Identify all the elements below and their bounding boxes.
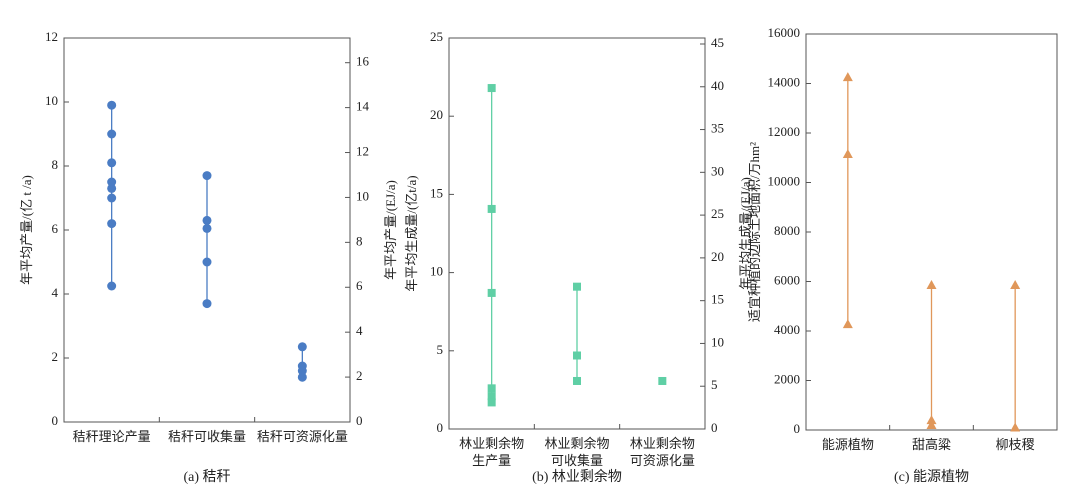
x-tick-label: 可资源化量 xyxy=(630,453,695,468)
y-tick-label: 0 xyxy=(794,421,801,436)
point xyxy=(487,392,496,401)
point xyxy=(926,279,937,289)
point xyxy=(926,420,937,430)
point xyxy=(487,288,496,297)
point xyxy=(107,158,117,168)
y2-tick-label: 12 xyxy=(356,144,369,159)
y2-tick-label: 0 xyxy=(356,413,363,428)
y-tick-label: 6 xyxy=(52,221,59,236)
y2-tick-label: 4 xyxy=(356,323,363,338)
y-tick-label: 4 xyxy=(52,285,59,300)
point xyxy=(1010,279,1021,289)
point xyxy=(573,376,581,385)
y-tick-label: 0 xyxy=(52,413,59,428)
y-tick-label: 16000 xyxy=(768,25,801,40)
y-tick-label: 5 xyxy=(437,342,444,357)
y-tick-label: 10 xyxy=(430,264,443,279)
x-tick-label: 柳枝稷 xyxy=(996,437,1035,452)
x-tick-label: 林业剩余物 xyxy=(630,436,695,451)
point xyxy=(573,351,581,360)
y-tick-label: 6000 xyxy=(774,272,800,287)
y2-tick-label: 16 xyxy=(356,54,370,69)
point xyxy=(487,384,496,393)
y2-tick-label: 6 xyxy=(356,278,363,293)
caption: (b) 林业剩余物 xyxy=(532,468,622,485)
y2-tick-label: 35 xyxy=(711,121,724,136)
y2-axis-label: 年平均产量/(EJ/a) xyxy=(383,180,398,280)
y2-tick-label: 25 xyxy=(711,206,724,221)
point xyxy=(926,415,937,425)
y-tick-label: 2 xyxy=(52,349,59,364)
y2-tick-label: 8 xyxy=(356,233,363,248)
y2-tick-label: 15 xyxy=(711,292,724,307)
point xyxy=(487,398,496,407)
y2-tick-label: 14 xyxy=(356,99,370,114)
y2-tick-label: 30 xyxy=(711,163,724,178)
y2-tick-label: 45 xyxy=(711,35,724,50)
y-tick-label: 15 xyxy=(430,185,443,200)
y2-tick-label: 40 xyxy=(711,78,724,93)
point xyxy=(1010,422,1021,432)
y-tick-label: 20 xyxy=(430,107,443,122)
point xyxy=(107,193,117,203)
y2-tick-label: 2 xyxy=(356,368,363,383)
y-tick-label: 12 xyxy=(45,29,58,44)
y2-tick-label: 10 xyxy=(356,188,369,203)
y-tick-label: 0 xyxy=(437,420,444,435)
point xyxy=(297,372,307,382)
y-axis-label: 年平均产量/(亿 t /a) xyxy=(19,175,34,285)
x-tick-label: 秸秆可收集量 xyxy=(168,429,246,444)
point xyxy=(573,282,581,291)
y-axis-label: 年平均生成量/(亿t/a) xyxy=(404,175,419,291)
caption: (c) 能源植物 xyxy=(894,469,969,485)
y-tick-label: 4000 xyxy=(774,322,800,337)
x-tick-label: 甜高粱 xyxy=(912,437,951,452)
point xyxy=(107,100,117,110)
point xyxy=(202,257,212,267)
x-tick-label: 秸秆可资源化量 xyxy=(257,429,348,444)
point xyxy=(842,149,853,159)
point xyxy=(297,342,307,352)
point xyxy=(107,219,117,229)
plot-frame xyxy=(448,37,706,430)
y-axis-label: 适宜种植的边际土地面积/万hm² xyxy=(747,142,762,322)
y2-tick-label: 20 xyxy=(711,249,724,264)
point xyxy=(107,183,117,193)
point xyxy=(202,223,212,233)
point xyxy=(658,376,667,385)
x-tick-label: 生产量 xyxy=(472,453,511,468)
y-tick-label: 25 xyxy=(430,29,443,44)
y-tick-label: 10 xyxy=(45,93,58,108)
point xyxy=(297,366,307,376)
point xyxy=(842,72,853,82)
y2-axis-label: 年平均生成量/(EJ/a) xyxy=(738,177,753,290)
y2-tick-label: 10 xyxy=(711,334,724,349)
caption: (a) 秸秆 xyxy=(183,469,230,485)
y-tick-label: 8000 xyxy=(774,223,800,238)
y2-tick-label: 0 xyxy=(711,420,718,435)
point xyxy=(202,299,212,309)
point xyxy=(107,129,117,139)
y-tick-label: 2000 xyxy=(774,371,800,386)
y-tick-label: 8 xyxy=(52,157,59,172)
point xyxy=(107,281,117,291)
y-tick-label: 12000 xyxy=(768,124,801,139)
y-tick-label: 10000 xyxy=(768,173,801,188)
y2-tick-label: 5 xyxy=(711,377,718,392)
x-tick-label: 林业剩余物 xyxy=(544,436,609,451)
y-tick-label: 14000 xyxy=(768,74,801,89)
point xyxy=(202,171,212,181)
x-tick-label: 能源植物 xyxy=(822,437,874,452)
x-tick-label: 可收集量 xyxy=(551,453,603,468)
point xyxy=(842,319,853,329)
x-tick-label: 林业剩余物 xyxy=(459,436,524,451)
point xyxy=(107,177,117,187)
point xyxy=(487,204,496,213)
x-tick-label: 秸秆理论产量 xyxy=(73,429,151,444)
point xyxy=(487,84,496,93)
point xyxy=(202,215,212,225)
